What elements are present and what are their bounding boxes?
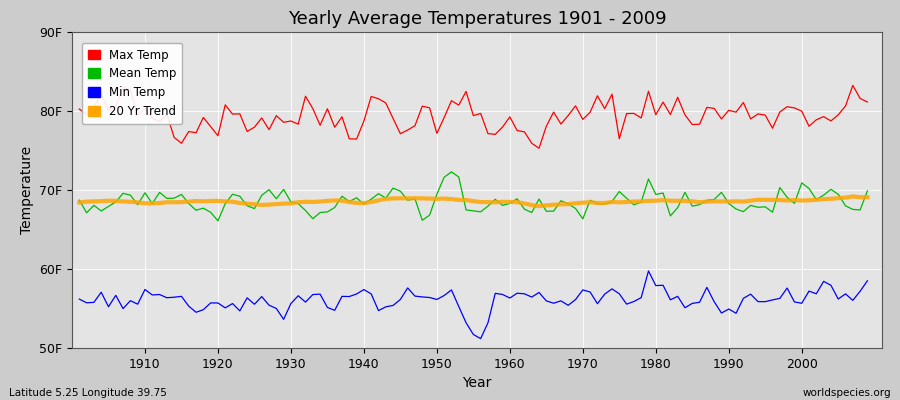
Title: Yearly Average Temperatures 1901 - 2009: Yearly Average Temperatures 1901 - 2009: [288, 10, 666, 28]
Y-axis label: Temperature: Temperature: [20, 146, 33, 234]
Legend: Max Temp, Mean Temp, Min Temp, 20 Yr Trend: Max Temp, Mean Temp, Min Temp, 20 Yr Tre…: [82, 43, 183, 124]
X-axis label: Year: Year: [463, 376, 491, 390]
Text: worldspecies.org: worldspecies.org: [803, 388, 891, 398]
Text: Latitude 5.25 Longitude 39.75: Latitude 5.25 Longitude 39.75: [9, 388, 166, 398]
